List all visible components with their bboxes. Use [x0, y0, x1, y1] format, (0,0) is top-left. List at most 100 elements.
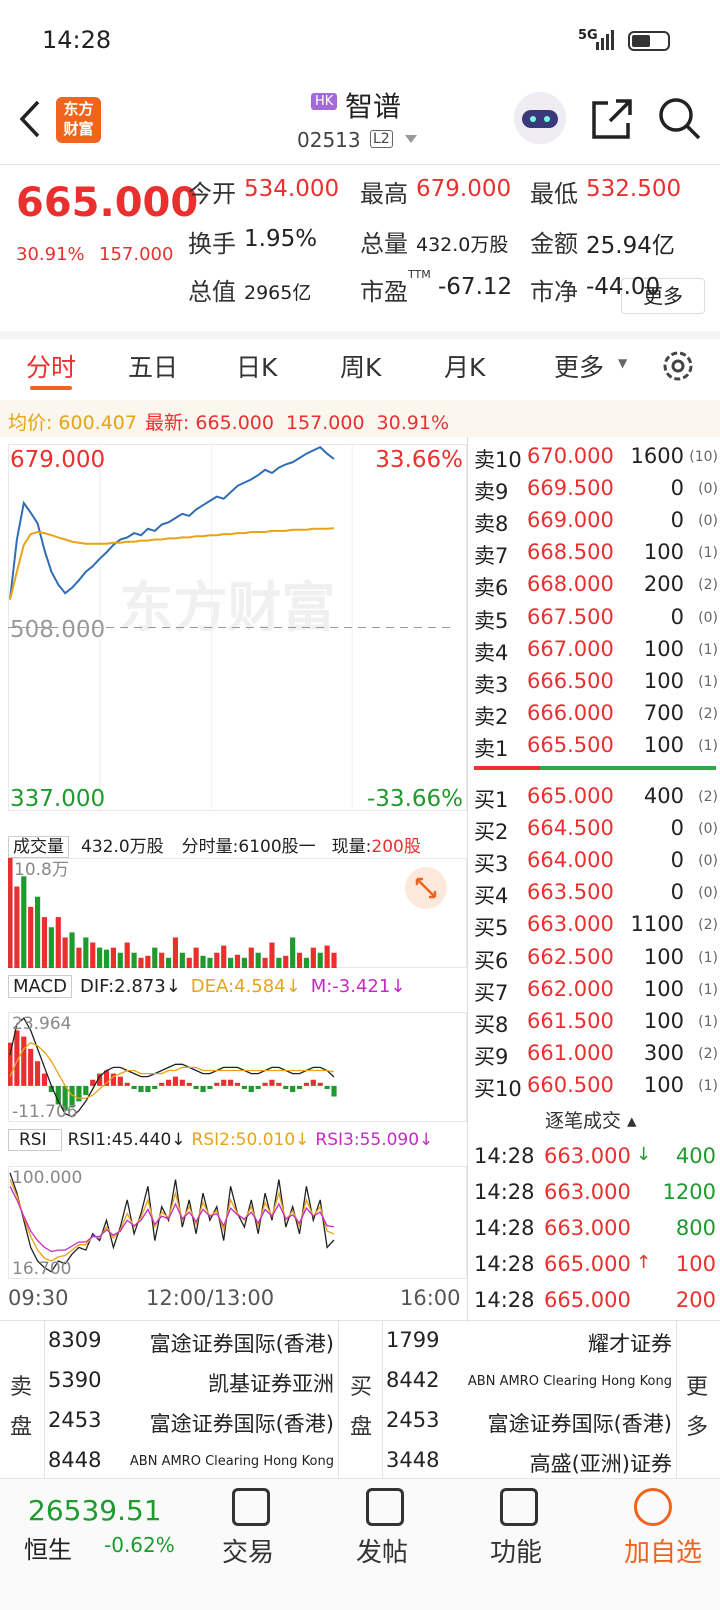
bar	[48, 927, 54, 968]
bar	[234, 954, 241, 968]
tick-label: 508.000	[10, 617, 105, 643]
index-value[interactable]: 26539.51	[28, 1494, 162, 1527]
book-volume: 0	[670, 816, 684, 841]
bar	[97, 947, 103, 968]
book-count: (1)	[698, 1077, 718, 1094]
bar	[34, 1061, 41, 1086]
m: M:-3.421↓	[310, 976, 406, 997]
settings-icon[interactable]	[660, 348, 696, 384]
volume-header: 成交量 432.0万股 分时量:6100股一 现量:200股	[8, 832, 421, 858]
bar	[228, 957, 234, 968]
bar	[117, 1076, 123, 1086]
buy-bar	[540, 766, 716, 770]
field-value: 432.0万股	[416, 234, 509, 256]
nav-item[interactable]: 功能	[490, 1538, 543, 1568]
trade-time: 14:28	[474, 1144, 535, 1168]
tab[interactable]: 五日	[128, 353, 179, 382]
latest-value: 665.000	[195, 412, 274, 434]
tab[interactable]: 日K	[236, 353, 278, 382]
tick-label: -11.706	[12, 1102, 78, 1122]
trade-price: 665.000	[544, 1288, 631, 1312]
bar	[90, 1079, 96, 1086]
nav-item[interactable]: 交易	[222, 1538, 275, 1568]
bar	[255, 952, 261, 968]
current-label: 现量:	[331, 837, 372, 857]
level-badge: L2	[370, 130, 393, 148]
selector[interactable]: MACD	[8, 975, 72, 998]
book-label: 买4	[474, 884, 509, 909]
book-price: 667.500	[527, 604, 614, 629]
series-line	[9, 527, 335, 600]
bar	[207, 1085, 213, 1089]
app-logo: 东方 财富	[56, 97, 101, 143]
rsi-chart: 100.000 16.700	[8, 1166, 467, 1279]
tick-label: 23.964	[12, 1014, 71, 1034]
x-label: 12:00/13:00	[146, 1286, 275, 1310]
book-label: 卖3	[474, 672, 509, 697]
book-label: 买2	[474, 820, 509, 845]
nav-item[interactable]: 发帖	[356, 1538, 409, 1568]
vline	[382, 1321, 383, 1478]
book-count: (1)	[698, 1013, 718, 1030]
trade-volume: 1200	[662, 1180, 716, 1204]
nav-item[interactable]: 加自选	[624, 1538, 703, 1568]
bar	[117, 952, 123, 968]
book-volume: 0	[670, 880, 684, 905]
tab[interactable]: 分时	[26, 353, 77, 382]
book-label: 卖1	[474, 736, 509, 761]
rsi1: RSI1:45.440↓	[67, 1130, 186, 1150]
book-count: (10)	[689, 449, 718, 465]
book-price: 663.500	[527, 880, 614, 905]
book-count: (0)	[698, 481, 718, 498]
bar	[269, 1079, 275, 1086]
separator	[467, 437, 468, 1322]
trade-arrow: ↓	[636, 1144, 652, 1165]
book-volume: 700	[643, 700, 684, 725]
trades-title[interactable]: 逐笔成交 ▴	[545, 1110, 637, 1132]
tick-label: 10.8万	[14, 860, 69, 880]
pct-value: 30.91%	[376, 412, 449, 434]
trade-price: 663.000	[544, 1216, 631, 1240]
bar	[324, 1085, 330, 1089]
bar	[296, 952, 303, 968]
tab[interactable]: 周K	[340, 353, 382, 382]
bar	[138, 1085, 144, 1093]
book-volume: 100	[643, 1008, 684, 1033]
selector[interactable]: RSI	[8, 1129, 62, 1151]
bar	[200, 1085, 206, 1093]
book-price: 669.000	[527, 508, 614, 533]
share-icon[interactable]	[590, 97, 634, 141]
selector[interactable]: 成交量	[8, 836, 69, 858]
book-price: 662.000	[527, 976, 614, 1001]
index-change: -0.62%	[104, 1533, 175, 1557]
tab[interactable]: 月K	[444, 353, 486, 382]
search-icon[interactable]	[658, 97, 702, 141]
back-button[interactable]	[14, 98, 44, 140]
market-badge: HK	[311, 93, 338, 110]
field-label: 最高	[360, 180, 408, 208]
book-price: 665.000	[527, 784, 614, 808]
book-label: 卖7	[474, 544, 509, 569]
series-line	[9, 1017, 335, 1118]
book-label: 卖6	[474, 576, 509, 601]
book-volume: 100	[643, 976, 684, 1001]
bar	[41, 917, 48, 968]
more-button[interactable]: 更多	[621, 278, 705, 314]
bar	[103, 1070, 110, 1086]
divider	[0, 1478, 720, 1479]
field-label: 换手	[188, 230, 236, 258]
sell-label: 卖盘	[10, 1375, 33, 1440]
nav-icon	[232, 1488, 270, 1526]
field-label: 市净	[530, 278, 578, 306]
book-price: 668.500	[527, 540, 614, 565]
assistant-icon[interactable]	[512, 90, 568, 146]
bar	[317, 952, 323, 968]
book-volume: 100	[643, 668, 684, 693]
tab[interactable]: 更多	[554, 353, 605, 382]
bar	[276, 957, 282, 968]
broker-name: ABN AMRO Clearing Hong Kong	[129, 1454, 334, 1469]
book-price: 666.500	[527, 668, 614, 693]
avg-value: 600.407	[58, 412, 137, 434]
nav-icon	[366, 1488, 404, 1526]
